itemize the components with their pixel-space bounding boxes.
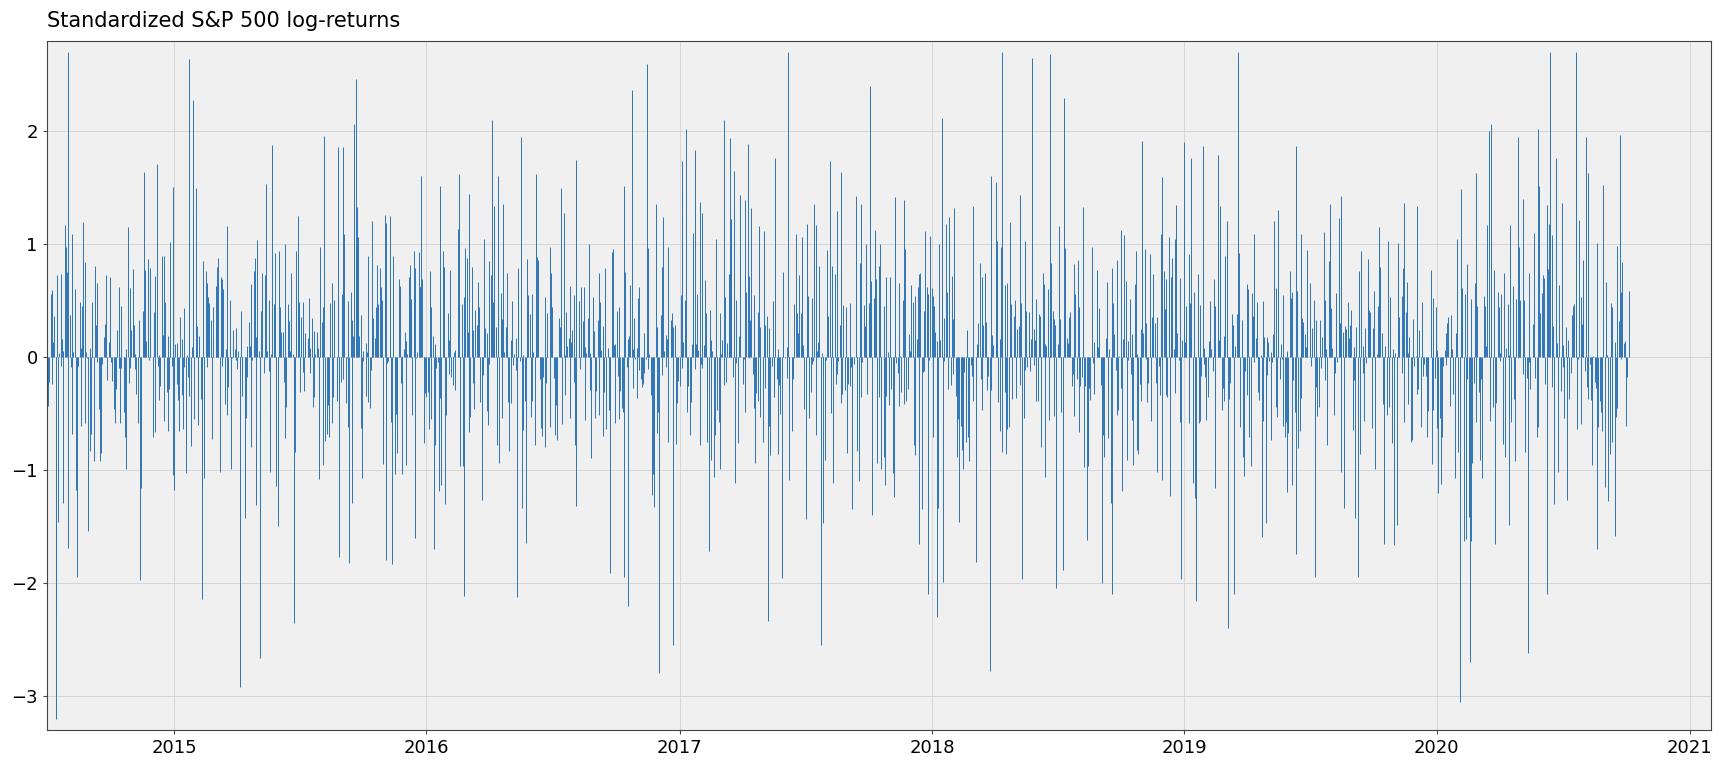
Text: Standardized S&P 500 log-returns: Standardized S&P 500 log-returns [47,11,399,31]
